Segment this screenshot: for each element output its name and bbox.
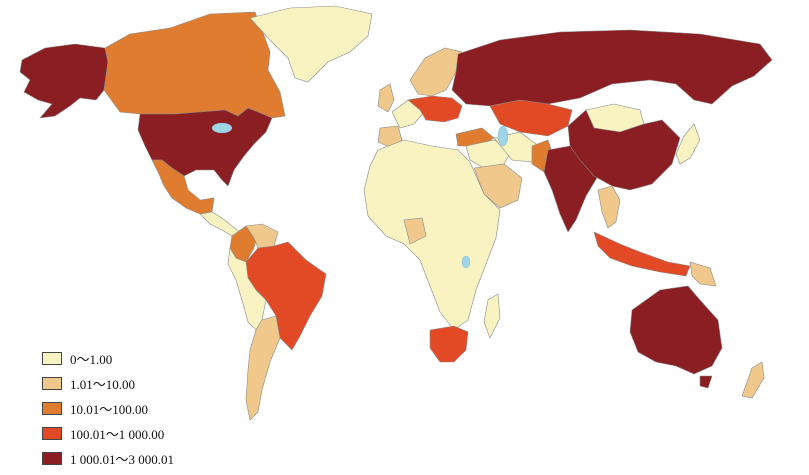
legend-label-1: 0～1.00 (70, 351, 113, 367)
region-madagascar (483, 293, 501, 339)
region-mexico (151, 159, 215, 215)
region-papua (689, 261, 717, 287)
region-china (567, 109, 681, 191)
region-alaska (19, 43, 109, 119)
legend-item-3: 10.01～100.00 (42, 398, 148, 418)
region-indonesia (593, 231, 691, 277)
legend-label-2: 1.01～10.00 (70, 376, 136, 392)
great-lakes (211, 122, 233, 134)
legend-item-5: 1 000.01～3 000.01 (42, 448, 174, 468)
region-africa (363, 139, 501, 331)
region-greenland (249, 5, 373, 83)
legend-swatch-2 (42, 376, 62, 390)
region-central-europe (407, 95, 463, 123)
legend-swatch-1 (42, 351, 62, 365)
legend-item-1: 0～1.00 (42, 348, 112, 368)
region-australia (629, 285, 723, 375)
region-central-america (199, 211, 241, 237)
legend-item-4: 100.01～1 000.00 (42, 423, 164, 443)
caspian-sea (497, 125, 509, 147)
region-southeast-asia (597, 185, 621, 229)
region-argentina (245, 315, 281, 421)
legend-label-5: 1 000.01～3 000.01 (70, 451, 175, 467)
legend-label-4: 100.01～1 000.00 (70, 426, 165, 442)
region-south-africa (429, 325, 469, 363)
region-new-zealand (741, 361, 765, 399)
legend-item-2: 1.01～10.00 (42, 373, 135, 393)
lake-victoria (461, 255, 471, 269)
region-usa (137, 107, 273, 187)
region-central-africa (403, 217, 427, 245)
legend-swatch-5 (42, 451, 62, 465)
map-legend: 0～1.00 1.01～10.00 10.01～100.00 100.01～1 … (42, 348, 242, 470)
legend-swatch-4 (42, 426, 62, 440)
legend-label-3: 10.01～100.00 (70, 401, 149, 417)
legend-swatch-3 (42, 401, 62, 415)
region-tasmania (699, 375, 713, 389)
region-canada (103, 11, 286, 119)
region-russia (451, 29, 773, 107)
region-japan (675, 123, 701, 165)
region-uk (377, 83, 395, 113)
